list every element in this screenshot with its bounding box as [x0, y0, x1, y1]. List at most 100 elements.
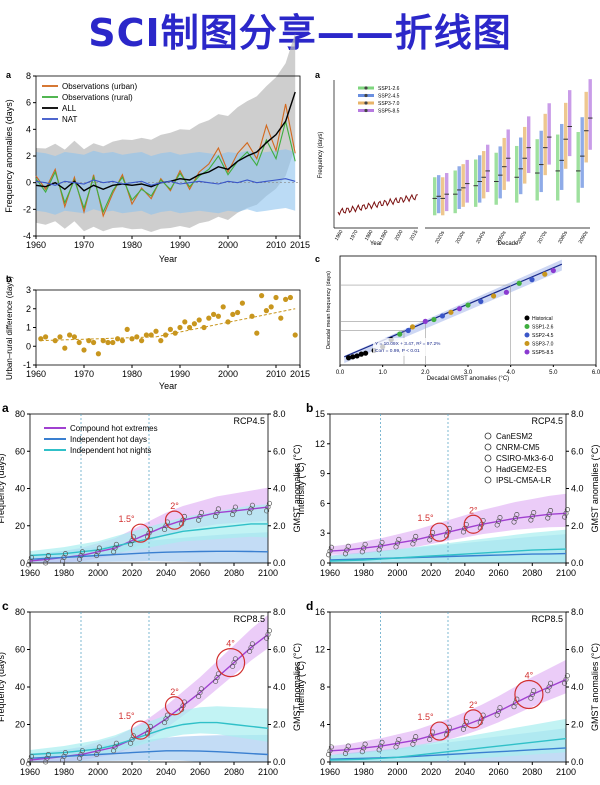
regression-point — [354, 353, 360, 359]
box-ssp5-8-5 — [506, 129, 510, 182]
panel-b-axes — [35, 289, 301, 366]
x-tick-label: 1960 — [334, 229, 345, 242]
legend-dot — [364, 86, 368, 90]
scatter-point — [211, 311, 217, 317]
regression-point — [491, 293, 497, 299]
y-tick-label: 16 — [315, 607, 325, 617]
x-tick-label: 2080 — [522, 767, 542, 777]
x-tick-label: 1990 — [379, 229, 390, 242]
box-ssp3-7-0 — [584, 91, 588, 163]
x-tick-label: 2015 — [290, 369, 310, 379]
regression-point — [456, 306, 463, 312]
legend-label: ALL — [62, 104, 77, 113]
legend-label: SSP2-4.5 — [378, 94, 400, 100]
x-axis-label: Decadal GMST anomalies (°C) — [427, 376, 509, 382]
y-tick-label: 8 — [320, 682, 325, 692]
model-marker — [113, 740, 119, 746]
x-tick-label: 1980 — [122, 240, 142, 250]
warming-level-circle — [130, 523, 151, 543]
model-marker — [28, 554, 34, 560]
box-ssp2-4-5 — [498, 146, 502, 199]
x-tick-label: 2020 — [122, 767, 142, 777]
legend-label: Independent hot days — [70, 435, 147, 444]
box-ssp1-2-6 — [494, 152, 498, 205]
y-tick-label: 20 — [15, 521, 25, 531]
box-ssp5-8-5 — [486, 144, 490, 193]
scatter-point — [129, 336, 135, 342]
x-tick-label: 1960 — [320, 767, 340, 777]
model-marker — [62, 551, 68, 557]
scatter-point — [191, 321, 197, 327]
x-tick-label: 2060 — [190, 568, 210, 578]
x-tick-label: 2.0 — [421, 370, 430, 376]
legend-label: SSP1-2.6 — [532, 325, 554, 331]
x-tick-label: 2060 — [489, 568, 509, 578]
scatter-point — [91, 339, 97, 346]
x-tick-label: 2100 — [258, 767, 278, 777]
regression-point — [345, 355, 352, 361]
box-ssp2-4-5 — [560, 123, 564, 190]
y2-tick-label: 4.0 — [273, 682, 286, 692]
x-tick-label: 2040 — [156, 767, 176, 777]
x-tick-label: 1970 — [74, 240, 94, 250]
regression-point — [439, 313, 445, 319]
equation-box — [373, 338, 457, 356]
x-tick-label: 2080 — [224, 767, 244, 777]
x-tick-label: 1980 — [54, 767, 74, 777]
scatter-point — [239, 300, 245, 306]
scatter-point — [254, 330, 260, 336]
y2-tick-label: 8.0 — [273, 607, 286, 617]
series-line-independent-hot-days — [329, 552, 567, 561]
model-marker — [266, 500, 272, 506]
y2-tick-label: 0.0 — [571, 558, 584, 568]
x-tick-label: 1980 — [364, 229, 375, 242]
x-axis-label: Year — [159, 381, 177, 391]
model-marker — [79, 748, 85, 754]
scatter-point — [100, 338, 106, 344]
regression-equation: Y = 10.09X + 3.47, R² = 97.2% — [375, 341, 441, 347]
series-line-independent-hot-nights — [329, 737, 567, 761]
scatter-point — [292, 332, 298, 338]
scenario-label: RCP8.5 — [233, 614, 265, 624]
warming-level-label: 1.5° — [118, 711, 135, 721]
series-line-independent-hot-days — [29, 550, 269, 560]
y2-tick-label: 0.0 — [571, 757, 584, 767]
box-ssp2-4-5 — [539, 130, 543, 193]
regression-point — [448, 309, 454, 315]
x-tick-label: 2040 — [455, 767, 475, 777]
y2-tick-label: 8.0 — [273, 409, 286, 419]
y2-tick-label: 8.0 — [571, 607, 584, 617]
box-ssp5-8-5 — [568, 90, 572, 157]
x-tick-label: 1960 — [26, 369, 46, 379]
scatter-point — [81, 347, 87, 353]
scatter-point — [124, 326, 130, 332]
box-ssp3-7-0 — [543, 113, 547, 176]
x-axis-label: Year — [159, 254, 177, 264]
legend-label: SSP2-4.5 — [532, 333, 554, 339]
scatter-point — [86, 338, 92, 344]
series-line-independent-hot-nights — [329, 548, 567, 562]
x-tick-label: 5.0 — [549, 370, 558, 376]
regression-point — [350, 354, 356, 360]
scatter-point — [38, 336, 44, 342]
x-tick-label: 2030s — [455, 230, 467, 245]
model-marker — [232, 504, 238, 510]
scenario-label: RCP4.5 — [531, 416, 563, 426]
panel-label-rcp-c: c — [2, 599, 9, 613]
box-ssp5-8-5 — [547, 103, 551, 165]
x-tick-label: 1980 — [122, 369, 142, 379]
y-tick-label: 0 — [20, 558, 25, 568]
warming-level-circle — [164, 510, 185, 530]
x-axis-label-decade: Decade — [498, 241, 519, 247]
y2-tick-label: 6.0 — [273, 446, 286, 456]
legend-label: SSP5-8.5 — [378, 109, 400, 115]
scatter-point — [283, 296, 289, 302]
y-tick-label: 6 — [320, 498, 325, 508]
spread-band — [330, 493, 566, 555]
x-axis-label: Year — [370, 241, 382, 247]
y-tick-label: 60 — [15, 446, 25, 456]
series-line-independent-hot-days — [29, 750, 269, 759]
x-tick-label: 2100 — [556, 568, 576, 578]
scatter-point — [134, 334, 140, 340]
x-tick-label: 2100 — [556, 767, 576, 777]
